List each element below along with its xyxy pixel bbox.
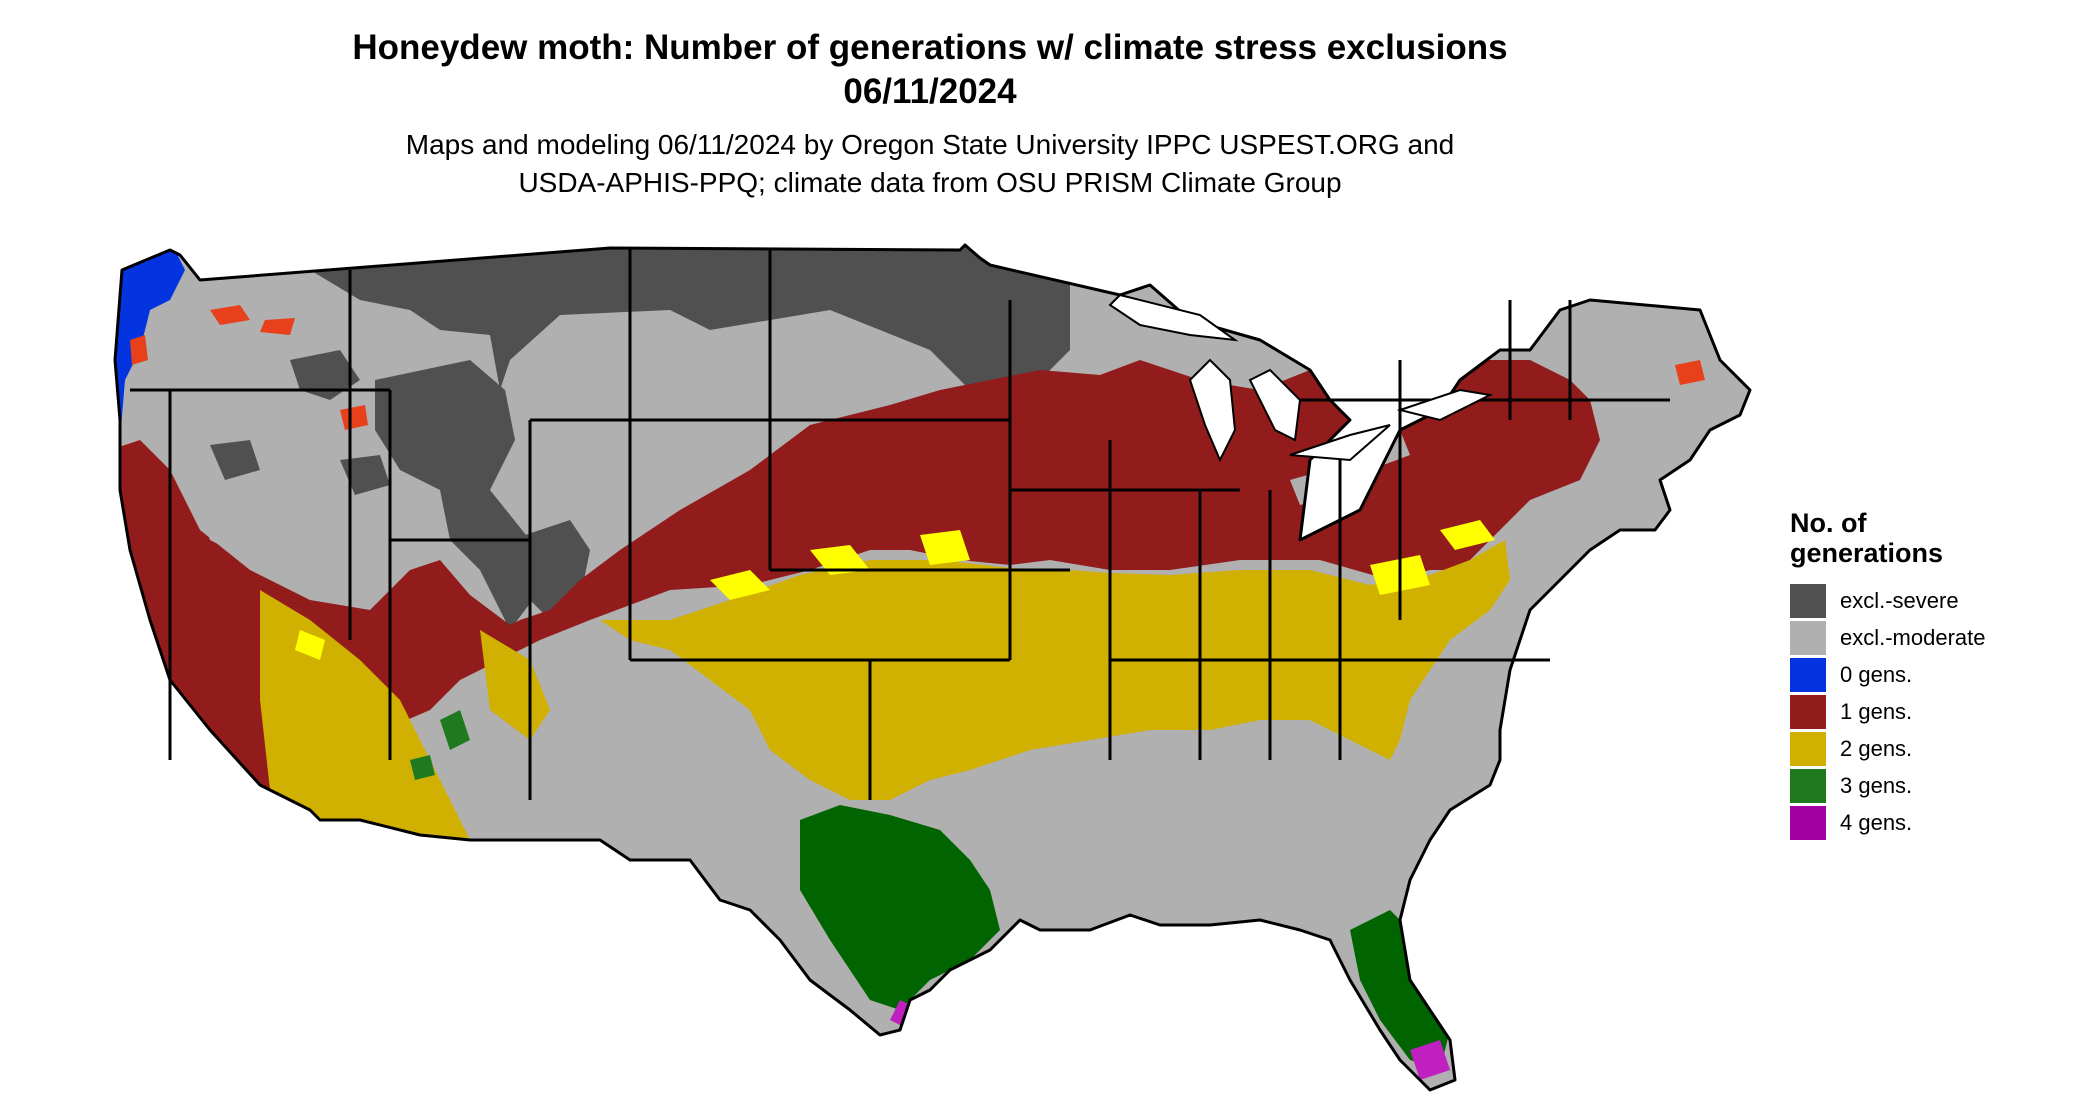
legend-swatch-2-gens — [1790, 731, 1826, 766]
map-title-line1: Honeydew moth: Number of generations w/ … — [352, 28, 1508, 67]
legend-swatch-excl-moderate — [1790, 620, 1826, 655]
map-legend: No. of generations excl.-severe excl.-mo… — [1790, 508, 1986, 841]
legend-item-3-gens: 3 gens. — [1790, 767, 1986, 804]
legend-item-1-gens: 1 gens. — [1790, 693, 1986, 730]
us-generations-map — [113, 243, 1752, 1092]
legend-item-4-gens: 4 gens. — [1790, 804, 1986, 841]
legend-item-excl-severe: excl.-severe — [1790, 582, 1986, 619]
map-subtitle-line2: USDA-APHIS-PPQ; climate data from OSU PR… — [518, 167, 1342, 198]
map-subtitle-line1: Maps and modeling 06/11/2024 by Oregon S… — [405, 129, 1455, 160]
legend-label: 2 gens. — [1840, 735, 1913, 761]
legend-title-line1: No. of — [1790, 508, 1867, 538]
legend-swatch-excl-severe — [1790, 583, 1826, 618]
legend-label: 4 gens. — [1840, 809, 1913, 835]
legend-item-2-gens: 2 gens. — [1790, 730, 1986, 767]
legend-title-line2: generations — [1790, 538, 1944, 568]
legend-title: No. of generations — [1790, 508, 1986, 568]
legend-swatch-4-gens — [1790, 805, 1826, 840]
legend-swatch-1-gens — [1790, 694, 1826, 729]
legend-label: 0 gens. — [1840, 661, 1913, 687]
legend-label: excl.-severe — [1840, 587, 1959, 613]
legend-item-0-gens: 0 gens. — [1790, 656, 1986, 693]
legend-item-excl-moderate: excl.-moderate — [1790, 619, 1986, 656]
legend-label: 1 gens. — [1840, 698, 1913, 724]
legend-swatch-0-gens — [1790, 657, 1826, 692]
legend-label: 3 gens. — [1840, 772, 1913, 798]
legend-swatch-3-gens — [1790, 768, 1826, 803]
map-title-line2: 06/11/2024 — [843, 72, 1017, 111]
legend-label: excl.-moderate — [1840, 624, 1986, 650]
